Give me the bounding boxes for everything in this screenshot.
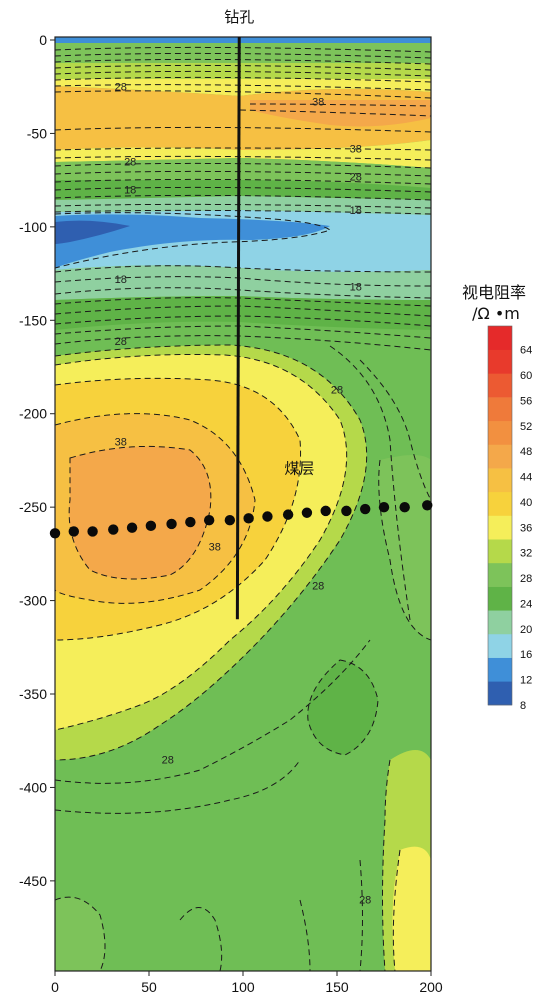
contour-label: 38: [115, 437, 127, 449]
y-tick-label: -450: [19, 873, 47, 889]
colorbar-swatch: [488, 444, 512, 469]
colorbar-label: 24: [520, 598, 532, 610]
contour-label: 28: [312, 581, 324, 593]
colorbar-swatch: [488, 349, 512, 374]
colorbar-label: 12: [520, 675, 532, 687]
contour-label: 18: [350, 205, 362, 217]
colorbar-swatch: [488, 539, 512, 564]
coal-seam-point: [224, 515, 236, 526]
y-tick-label: -300: [19, 593, 47, 609]
contour-label: 28: [115, 82, 127, 94]
colorbar-frame: [487, 325, 513, 706]
colorbar-legend: 视电阻率 /Ω •m 8 12 16 20 24 28 32 36 40 44 48 52 56 60 64: [462, 283, 532, 712]
coal-seam-point: [341, 505, 352, 517]
coal-seam-point: [87, 526, 98, 537]
resistivity-field: [55, 37, 431, 971]
x-axis: 0 50 100 150 200: [51, 971, 443, 995]
colorbar-label: 36: [520, 522, 532, 534]
colorbar-swatch: [488, 586, 512, 611]
coal-seam-point: [166, 518, 177, 530]
coal-seam-point: [126, 522, 138, 533]
coal-seam-point: [243, 513, 254, 524]
colorbar-swatch: [488, 373, 512, 398]
contour-label: 38: [350, 143, 362, 155]
y-tick-label: -400: [19, 779, 47, 795]
coal-seam-point: [282, 509, 294, 520]
x-tick-label: 100: [231, 979, 255, 995]
colorbar-swatch: [488, 657, 512, 682]
x-tick-label: 50: [141, 979, 157, 995]
colorbar-label: 44: [520, 472, 532, 484]
colorbar-label: 28: [520, 573, 532, 585]
coal-seam-point: [301, 507, 313, 518]
contour-label: 38: [312, 97, 324, 109]
contour-label: 28: [162, 754, 174, 766]
coal-seam-point: [49, 528, 61, 539]
colorbar-swatch: [488, 515, 512, 540]
contour-label: 18: [124, 184, 136, 196]
borehole-label: 钻孔: [224, 8, 254, 26]
colorbar-swatch: [488, 562, 512, 587]
colorbar-label: 48: [520, 446, 532, 458]
colorbar-swatch: [488, 610, 512, 635]
colorbar-label: 40: [520, 497, 532, 509]
y-axis: 0 -50 -100 -150 -200 -250 -300 -350 -400 -450: [19, 32, 55, 889]
contour-labels: 28 38 38 28 28 18 18 18 18 28 28 38 38 28 28 28: [115, 82, 372, 907]
colorbar-swatch: [488, 326, 512, 350]
colorbar-swatch: [488, 468, 512, 493]
contour-label: 28: [124, 156, 136, 168]
x-tick-label: 200: [419, 979, 443, 995]
colorbar-swatch: [488, 633, 512, 658]
colorbar-swatches: [487, 325, 513, 706]
x-tick-label: 0: [51, 979, 59, 995]
colorbar-swatch: [488, 491, 512, 516]
contour-label: 28: [350, 171, 362, 183]
coal-seam-point: [320, 505, 331, 517]
coal-seam-point: [262, 511, 273, 522]
y-tick-label: -100: [19, 219, 47, 235]
x-tick-label: 150: [325, 979, 349, 995]
colorbar-label: 56: [520, 395, 532, 407]
coal-seam-label: 煤层: [284, 460, 314, 478]
coal-seam-point: [108, 524, 119, 535]
coal-seam-point: [422, 500, 433, 511]
colorbar-label: 16: [520, 649, 532, 661]
coal-seam-point: [68, 526, 80, 537]
y-tick-label: -150: [19, 312, 47, 328]
y-tick-label: -200: [19, 406, 47, 422]
coal-seam-point: [203, 515, 215, 526]
coal-seam-points: [49, 500, 433, 539]
contour-label: 28: [331, 384, 343, 396]
contour-lines: [55, 46, 431, 971]
y-tick-label: -250: [19, 499, 47, 515]
colorbar-label: 60: [520, 370, 532, 382]
coal-seam-point: [145, 520, 157, 532]
colorbar-swatch: [488, 681, 512, 706]
y-tick-label: -50: [27, 125, 47, 141]
colorbar-label: 52: [520, 421, 532, 433]
colorbar-swatch: [488, 420, 512, 445]
colorbar-label: 64: [520, 345, 532, 357]
borehole-line: [235, 36, 241, 620]
contour-label: 38: [209, 541, 221, 553]
y-tick-label: 0: [39, 32, 47, 48]
y-tick-label: -350: [19, 686, 47, 702]
contour-label: 28: [359, 895, 371, 907]
colorbar-label: 8: [520, 700, 526, 712]
contour-label: 28: [115, 336, 127, 348]
colorbar-swatch: [488, 397, 512, 422]
colorbar-title-line1: 视电阻率: [462, 283, 526, 302]
contour-label: 18: [115, 274, 127, 286]
coal-seam-point: [399, 501, 410, 513]
coal-seam-point: [185, 516, 196, 528]
colorbar-title-line2: /Ω •m: [472, 304, 520, 323]
colorbar-label: 20: [520, 624, 532, 636]
colorbar-labels: 8 12 16 20 24 28 32 36 40 44 48 52 56 60 64: [520, 345, 532, 712]
colorbar-label: 32: [520, 548, 532, 560]
contour-label: 18: [350, 282, 362, 294]
coal-seam-point: [378, 501, 390, 513]
coal-seam-point: [360, 503, 371, 515]
